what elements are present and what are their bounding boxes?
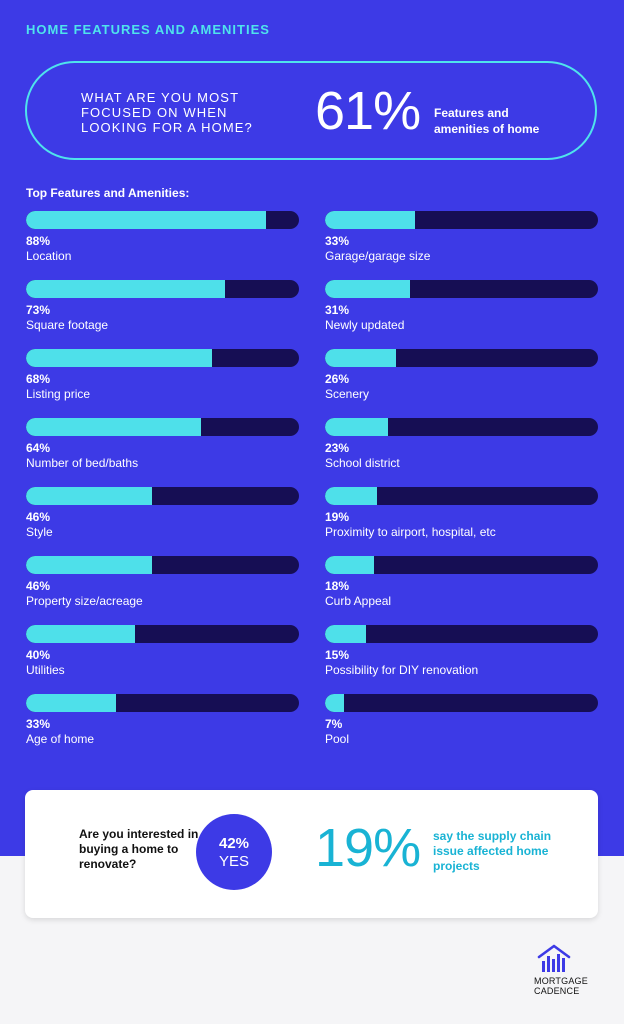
feature-label: Newly updated [325, 318, 405, 332]
feature-label: Proximity to airport, hospital, etc [325, 525, 496, 539]
feature-percent: 88% [26, 234, 51, 248]
supply-chain-stat: 19% [315, 818, 421, 878]
highlight-value: 61% [315, 81, 421, 141]
feature-item: 46% Style [26, 487, 299, 556]
feature-item: 64% Number of bed/baths [26, 418, 299, 487]
feature-bar-fill [26, 487, 152, 505]
feature-label: Possibility for DIY renovation [325, 663, 479, 677]
feature-bar-track [26, 556, 299, 574]
feature-bar-fill [325, 280, 410, 298]
feature-label: Garage/garage size [325, 249, 431, 263]
feature-label: Property size/acreage [26, 594, 143, 608]
feature-percent: 46% [26, 579, 51, 593]
feature-percent: 18% [325, 579, 350, 593]
feature-bar-track [325, 556, 598, 574]
feature-item: 7% Pool [325, 694, 598, 763]
features-left-column: 88% Location 73% Square footage 68% Listing p… [26, 211, 299, 763]
renovate-question: Are you interested in buying a home to r… [79, 827, 199, 871]
feature-item: 23% School district [325, 418, 598, 487]
logo-text-mortgage: MORTGAGE [534, 976, 588, 986]
highlight-description: Features and amenities of home [434, 106, 540, 136]
feature-item: 19% Proximity to airport, hospital, etc [325, 487, 598, 556]
feature-item: 46% Property size/acreage [26, 556, 299, 625]
feature-bar-track [26, 487, 299, 505]
feature-label: Number of bed/baths [26, 456, 139, 470]
feature-bar-fill [325, 211, 416, 229]
feature-bar-fill [26, 211, 267, 229]
feature-label: Style [26, 525, 53, 539]
feature-label: Age of home [26, 732, 95, 746]
feature-bar-fill [26, 280, 226, 298]
feature-item: 33% Garage/garage size [325, 211, 598, 280]
feature-bar-track [325, 418, 598, 436]
feature-bar-fill [26, 625, 136, 643]
feature-label: Listing price [26, 387, 91, 401]
feature-bar-track [325, 694, 598, 712]
feature-percent: 40% [26, 648, 51, 662]
mortgage-cadence-logo: MORTGAGE CADENCE [534, 944, 602, 996]
feature-bar-fill [325, 556, 375, 574]
feature-percent: 73% [26, 303, 51, 317]
feature-bar-fill [26, 694, 117, 712]
feature-label: Scenery [325, 387, 370, 401]
feature-percent: 33% [325, 234, 350, 248]
feature-percent: 64% [26, 441, 51, 455]
feature-bar-fill [325, 625, 366, 643]
feature-bar-track [26, 694, 299, 712]
feature-label: Curb Appeal [325, 594, 392, 608]
house-bars-icon [537, 944, 571, 972]
feature-bar-fill [325, 349, 396, 367]
feature-percent: 19% [325, 510, 350, 524]
feature-bar-track [26, 625, 299, 643]
logo-text-cadence: CADENCE [534, 986, 580, 996]
feature-item: 18% Curb Appeal [325, 556, 598, 625]
highlight-pill: WHAT ARE YOU MOST FOCUSED ON WHEN LOOKIN… [25, 61, 597, 160]
feature-bar-track [325, 625, 598, 643]
yes-percent: 42% [218, 835, 250, 852]
feature-label: Pool [325, 732, 350, 746]
supply-chain-description: say the supply chain issue affected home… [433, 829, 552, 873]
feature-bar-fill [325, 694, 345, 712]
feature-percent: 7% [325, 717, 343, 731]
feature-percent: 46% [26, 510, 51, 524]
yes-label: YES [218, 853, 249, 870]
features-right-column: 33% Garage/garage size 31% Newly updated 26%… [325, 211, 598, 763]
feature-item: 40% Utilities [26, 625, 299, 694]
features-list-title: Top Features and Amenities: [26, 186, 190, 200]
yes-circle: 42% YES [196, 814, 272, 890]
feature-item: 68% Listing price [26, 349, 299, 418]
feature-bar-fill [26, 349, 212, 367]
feature-bar-track [325, 211, 598, 229]
feature-label: School district [325, 456, 400, 470]
feature-bar-fill [26, 418, 201, 436]
feature-item: 88% Location [26, 211, 299, 280]
feature-bar-fill [26, 556, 152, 574]
feature-percent: 33% [26, 717, 51, 731]
feature-bar-fill [325, 418, 388, 436]
section-title: HOME FEATURES AND AMENITIES [26, 22, 270, 37]
feature-item: 33% Age of home [26, 694, 299, 763]
feature-bar-track [26, 349, 299, 367]
feature-percent: 26% [325, 372, 350, 386]
feature-label: Utilities [26, 663, 65, 677]
feature-label: Square footage [26, 318, 109, 332]
feature-percent: 23% [325, 441, 350, 455]
feature-item: 31% Newly updated [325, 280, 598, 349]
renovation-card: Are you interested in buying a home to r… [25, 790, 598, 918]
highlight-question: WHAT ARE YOU MOST FOCUSED ON WHEN LOOKIN… [81, 90, 253, 135]
feature-bar-track [26, 418, 299, 436]
feature-bar-track [325, 487, 598, 505]
feature-item: 15% Possibility for DIY renovation [325, 625, 598, 694]
feature-item: 73% Square footage [26, 280, 299, 349]
feature-bar-track [325, 280, 598, 298]
feature-label: Location [26, 249, 72, 263]
feature-bar-fill [325, 487, 377, 505]
feature-percent: 68% [26, 372, 51, 386]
feature-item: 26% Scenery [325, 349, 598, 418]
feature-percent: 31% [325, 303, 350, 317]
feature-bar-track [26, 211, 299, 229]
feature-bar-track [26, 280, 299, 298]
feature-percent: 15% [325, 648, 350, 662]
feature-bar-track [325, 349, 598, 367]
